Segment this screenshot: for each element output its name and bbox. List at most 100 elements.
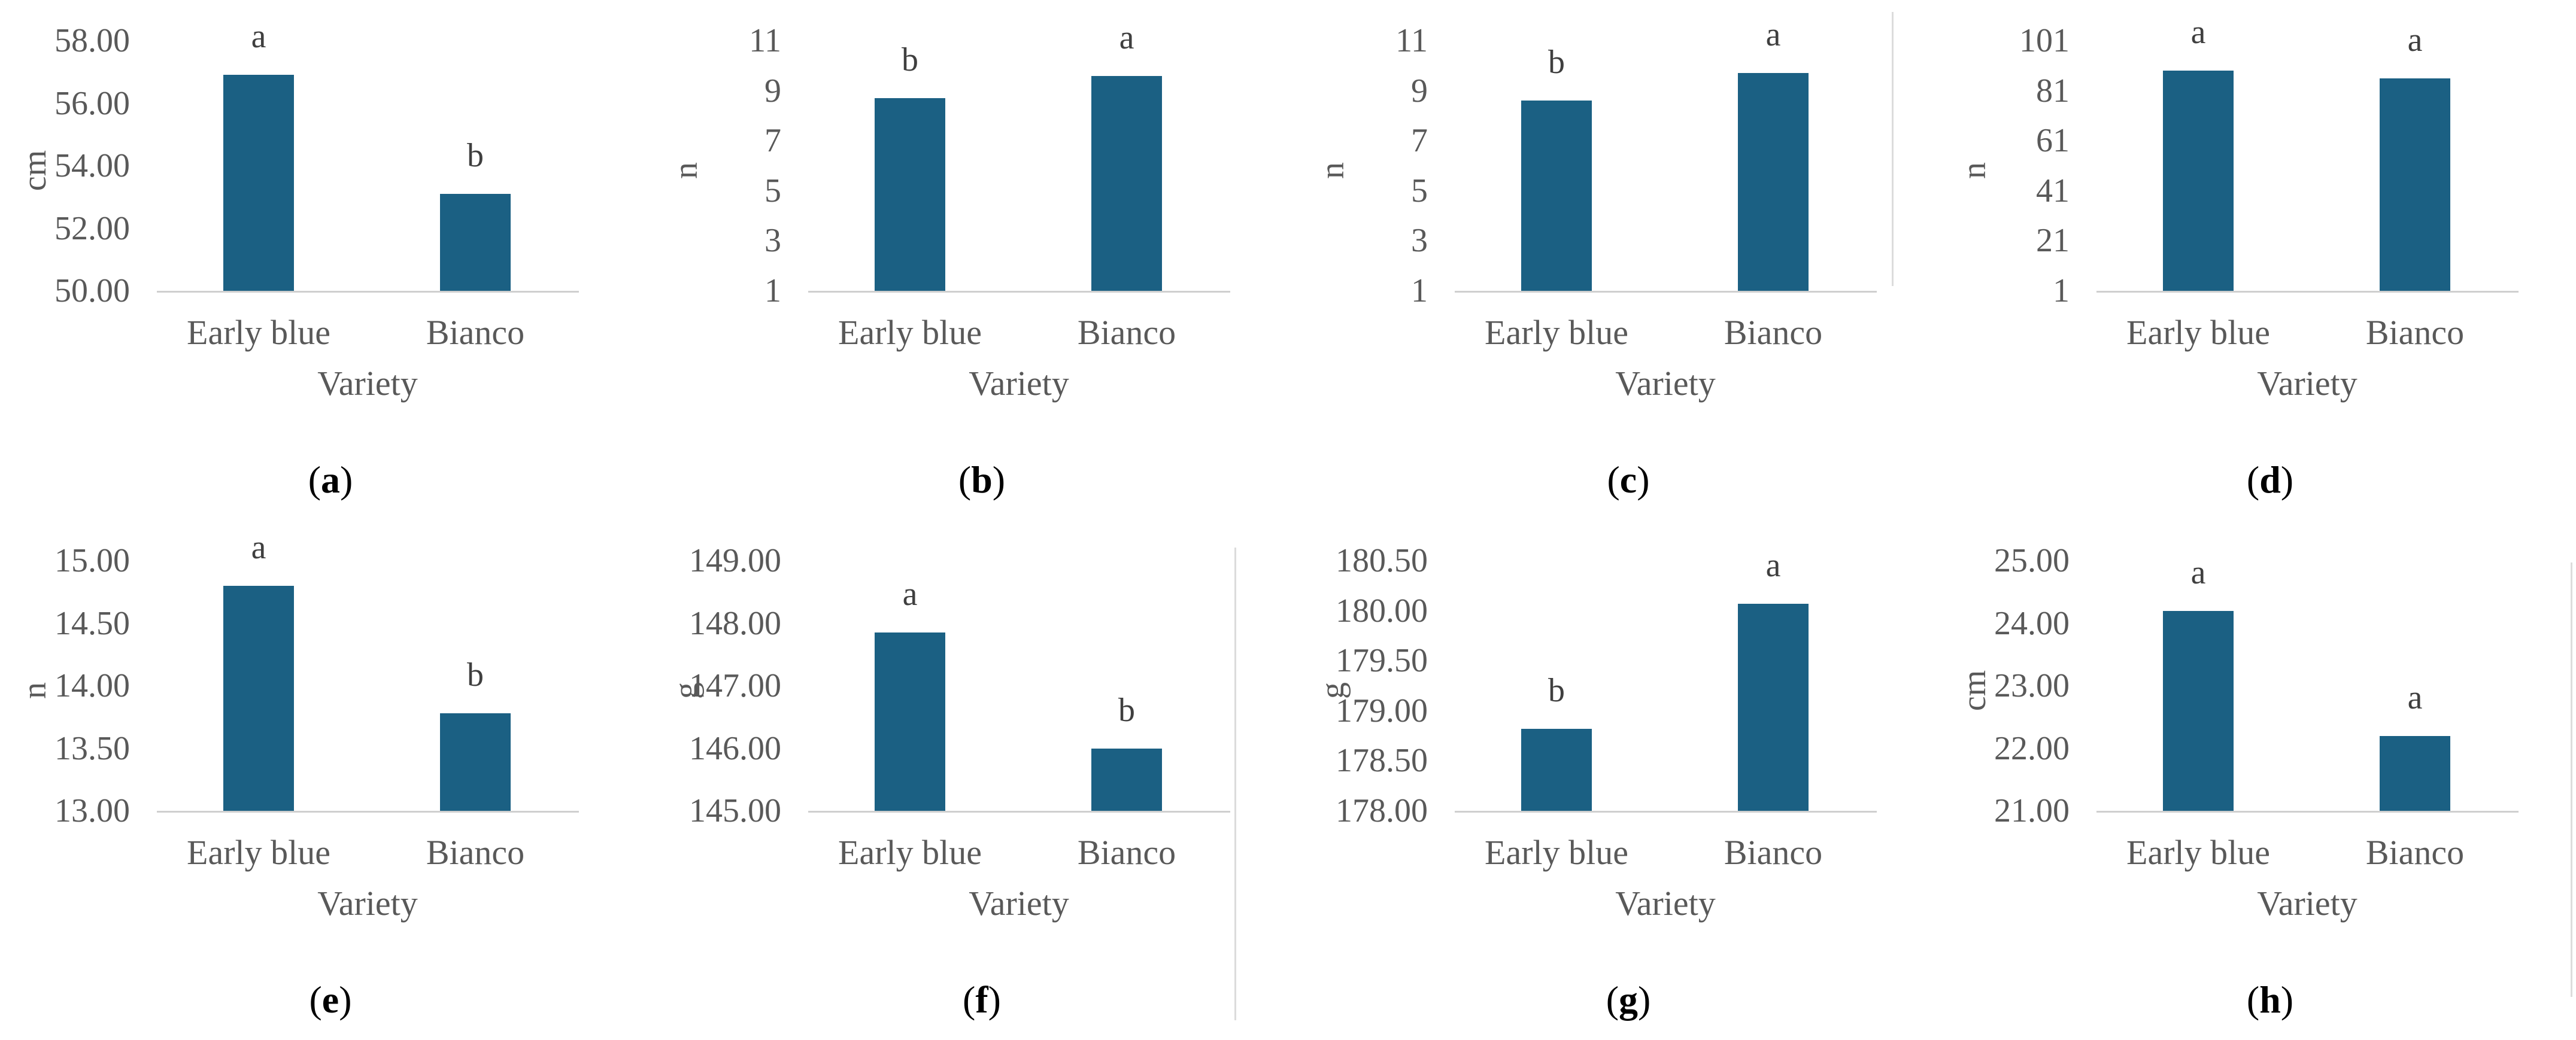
- significance-letter: b: [1118, 691, 1135, 729]
- y-tick-label: 148.00: [689, 604, 781, 642]
- y-tick-label: 14.00: [54, 667, 130, 704]
- y-tick-label: 13.00: [54, 792, 130, 829]
- significance-letter: a: [251, 18, 266, 56]
- panel-caption: (b): [958, 461, 1005, 499]
- y-tick-label: 58.00: [54, 22, 130, 59]
- bar-bianco: [1091, 75, 1162, 291]
- x-axis-baseline: [808, 811, 1230, 813]
- x-axis-baseline: [157, 291, 579, 293]
- x-axis-title: Variety: [2257, 884, 2357, 923]
- x-category-label: Early blue: [838, 313, 982, 352]
- y-tick-label: 178.00: [1336, 792, 1428, 829]
- bar-early-blue: [2163, 610, 2234, 811]
- x-category-label: Bianco: [1077, 833, 1176, 872]
- x-axis-title: Variety: [1615, 364, 1716, 403]
- y-tick-label: 11: [1395, 22, 1428, 59]
- significance-letter: b: [467, 656, 484, 694]
- bar-bianco: [2380, 735, 2450, 811]
- y-tick-label: 180.00: [1336, 592, 1428, 630]
- caption-paren-close: ): [340, 458, 353, 501]
- y-tick-label: 146.00: [689, 729, 781, 767]
- y-tick-label: 21.00: [1994, 792, 2070, 829]
- y-tick-label: 3: [1411, 222, 1428, 260]
- x-category-label: Bianco: [426, 833, 525, 872]
- significance-letter: a: [1119, 19, 1134, 56]
- bar-bianco: [2380, 78, 2450, 291]
- panel-caption: (c): [1607, 461, 1649, 499]
- x-category-label: Bianco: [1724, 833, 1823, 872]
- panel-caption: (g): [1606, 981, 1651, 1019]
- significance-letter: a: [2407, 679, 2423, 716]
- y-tick-label: 54.00: [54, 147, 130, 184]
- y-tick-label: 15.00: [54, 542, 130, 579]
- x-axis-title: Variety: [1615, 884, 1716, 923]
- significance-letter: a: [902, 576, 918, 613]
- y-tick-label: 22.00: [1994, 729, 2070, 767]
- y-tick-label: 178.50: [1336, 742, 1428, 780]
- chart-panel-a: cm 50.00 52.00 54.00 56.00 58.00 a Early blue b B…: [7, 0, 636, 520]
- caption-paren-close: ): [339, 978, 352, 1021]
- y-tick-label: 41: [2036, 172, 2070, 209]
- y-tick-label: 23.00: [1994, 667, 2070, 704]
- significance-letter: a: [251, 528, 266, 566]
- significance-letter: a: [1765, 546, 1781, 584]
- chart-panel-h: cm 21.00 22.00 23.00 24.00 25.00 a Early blue a B…: [1947, 520, 2575, 1040]
- y-tick-label: 1: [764, 272, 781, 309]
- chart-panel-f: g 145.00 146.00 147.00 148.00 149.00 a Early bl…: [659, 520, 1287, 1040]
- caption-letter: a: [321, 458, 340, 501]
- x-category-label: Bianco: [1077, 313, 1176, 352]
- bar-bianco: [1738, 73, 1809, 291]
- panel-caption: (h): [2247, 981, 2293, 1019]
- caption-letter: c: [1619, 458, 1637, 501]
- chart-panel-e: n 13.00 13.50 14.00 14.50 15.00 a Early blue b Bi…: [7, 520, 636, 1040]
- caption-letter: d: [2259, 458, 2281, 501]
- y-tick-label: 147.00: [689, 667, 781, 704]
- x-category-label: Bianco: [2365, 833, 2465, 872]
- x-category-label: Bianco: [426, 313, 525, 352]
- y-tick-label: 7: [1411, 122, 1428, 160]
- panel-divider: [1234, 548, 1236, 1020]
- panel-divider: [2571, 562, 2572, 997]
- y-tick-label: 61: [2036, 122, 2070, 160]
- y-tick-label: 5: [764, 172, 781, 209]
- x-category-label: Bianco: [1724, 313, 1823, 352]
- chart-panel-b: n 1 3 5 7 9 11 b Early blue a Bianco Variety (b): [659, 0, 1287, 520]
- significance-letter: b: [1548, 44, 1565, 81]
- y-tick-label: 13.50: [54, 729, 130, 767]
- panel-caption: (e): [309, 981, 351, 1019]
- y-tick-label: 1: [2053, 272, 2070, 309]
- caption-letter: f: [975, 978, 988, 1021]
- bar-early-blue: [875, 98, 945, 291]
- significance-letter: a: [2190, 14, 2206, 51]
- x-axis-title: Variety: [969, 884, 1069, 923]
- x-category-label: Early blue: [2126, 313, 2270, 352]
- y-tick-label: 25.00: [1994, 542, 2070, 579]
- bar-early-blue: [1521, 101, 1592, 291]
- caption-paren-open: (: [308, 458, 321, 501]
- x-axis-title: Variety: [969, 364, 1069, 403]
- x-axis-baseline: [157, 811, 579, 813]
- caption-paren-open: (: [2246, 978, 2260, 1021]
- y-tick-label: 21: [2036, 222, 2070, 260]
- bar-early-blue: [223, 75, 294, 291]
- x-category-label: Early blue: [1485, 833, 1628, 872]
- x-axis-baseline: [1455, 811, 1877, 813]
- caption-letter: h: [2259, 978, 2281, 1021]
- y-tick-label: 149.00: [689, 542, 781, 579]
- x-axis-baseline: [1455, 291, 1877, 293]
- x-category-label: Early blue: [187, 833, 330, 872]
- chart-panel-c: n 1 3 5 7 9 11 b Early blue a Bianco Variety (c): [1305, 0, 1934, 520]
- x-category-label: Early blue: [838, 833, 982, 872]
- bar-early-blue: [223, 585, 294, 811]
- y-tick-label: 24.00: [1994, 604, 2070, 642]
- significance-letter: a: [2407, 21, 2423, 59]
- significance-letter: b: [902, 41, 918, 79]
- y-tick-label: 81: [2036, 72, 2070, 110]
- bar-bianco: [1091, 748, 1162, 811]
- caption-paren-open: (: [958, 458, 972, 501]
- bar-bianco: [440, 713, 511, 811]
- y-tick-label: 9: [764, 72, 781, 110]
- bar-early-blue: [2163, 71, 2234, 291]
- caption-paren-close: ): [992, 458, 1006, 501]
- caption-paren-open: (: [2246, 458, 2260, 501]
